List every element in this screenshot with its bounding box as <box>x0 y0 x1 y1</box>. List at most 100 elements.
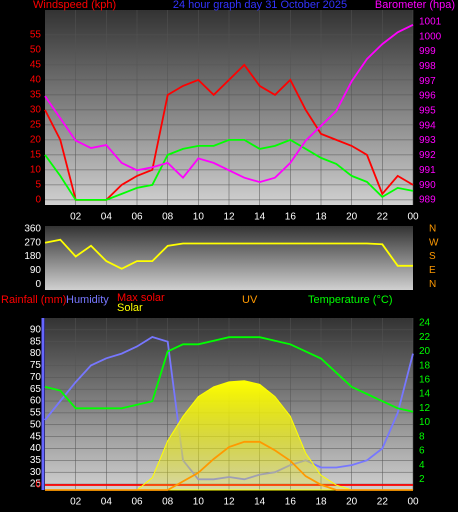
series-line <box>44 336 414 413</box>
x-tick-label: 06 <box>131 212 143 223</box>
y-tick-label: 997 <box>419 76 436 87</box>
y-tick-label: 4 <box>419 460 425 471</box>
y-tick-label: 5 <box>35 180 41 191</box>
y-tick-label: 15 <box>30 150 42 161</box>
y-tick-label: 16 <box>419 374 431 385</box>
y-tick-label: 85 <box>30 336 42 347</box>
series-line <box>45 440 413 491</box>
y-tick-label: 2 <box>419 474 425 485</box>
legend-label: Humidity <box>66 294 109 306</box>
y-tick-label: 6 <box>419 446 425 457</box>
y-tick-label: 999 <box>419 46 436 57</box>
y-tick-label: W <box>429 237 439 248</box>
y-tick-label: N <box>429 279 436 290</box>
y-tick-label: 55 <box>30 30 42 41</box>
y-tick-label: 55 <box>30 408 42 419</box>
legend-label: Solar <box>117 302 143 314</box>
y-tick-label: E <box>429 265 436 276</box>
x-tick-label: 02 <box>70 497 82 508</box>
y-tick-label: 35 <box>30 90 42 101</box>
y-tick-label: 995 <box>419 106 436 117</box>
y-tick-label: 990 <box>419 180 436 191</box>
y-tick-label: 50 <box>30 45 42 56</box>
y-tick-label: 10 <box>419 417 431 428</box>
y-tick-label: 992 <box>419 150 436 161</box>
y-tick-label: 0 <box>35 480 41 491</box>
x-tick-label: 08 <box>162 212 174 223</box>
y-tick-label: 45 <box>30 431 42 442</box>
y-tick-label: 40 <box>30 75 42 86</box>
legend-label: Barometer (hpa) <box>375 0 455 11</box>
legend-label: Max solar <box>117 292 165 304</box>
x-tick-label: 20 <box>346 212 358 223</box>
x-tick-label: 16 <box>285 212 297 223</box>
y-tick-label: 10 <box>30 165 42 176</box>
y-tick-label: 80 <box>30 348 42 359</box>
series-line <box>44 23 414 184</box>
y-tick-label: 25 <box>30 479 42 490</box>
y-tick-label: 50 <box>30 419 42 430</box>
y-tick-label: 14 <box>419 389 431 400</box>
x-tick-label: 00 <box>407 497 419 508</box>
x-tick-label: 14 <box>254 497 266 508</box>
y-tick-label: 20 <box>419 346 431 357</box>
y-tick-label: 60 <box>30 396 42 407</box>
y-tick-label: 1001 <box>419 17 442 28</box>
x-tick-label: 12 <box>223 212 235 223</box>
series-line <box>44 238 413 270</box>
legend-label: UV <box>242 294 258 306</box>
y-tick-label: 90 <box>30 265 42 276</box>
x-tick-label: 00 <box>407 212 419 223</box>
x-tick-label: 12 <box>223 497 235 508</box>
legend-label: Windspeed (kph) <box>33 0 116 11</box>
y-tick-label: 20 <box>30 135 42 146</box>
series-line <box>44 138 414 201</box>
x-tick-label: 06 <box>131 497 143 508</box>
y-tick-label: 993 <box>419 135 436 146</box>
x-tick-label: 10 <box>193 212 205 223</box>
y-tick-label: 270 <box>24 237 41 248</box>
plot-area <box>45 226 413 290</box>
x-tick-label: 08 <box>162 497 174 508</box>
x-tick-label: 18 <box>315 497 327 508</box>
y-tick-label: 180 <box>24 251 41 262</box>
y-tick-label: 996 <box>419 91 436 102</box>
x-tick-label: 14 <box>254 212 266 223</box>
y-tick-label: 70 <box>30 372 42 383</box>
y-tick-label: 25 <box>30 120 42 131</box>
y-tick-label: 30 <box>30 467 42 478</box>
y-tick-label: 65 <box>30 384 42 395</box>
y-tick-label: 90 <box>30 325 42 336</box>
x-tick-label: 16 <box>285 497 297 508</box>
y-tick-label: S <box>429 251 436 262</box>
x-tick-label: 04 <box>101 212 113 223</box>
y-tick-label: 998 <box>419 61 436 72</box>
y-tick-label: 994 <box>419 120 436 131</box>
y-tick-label: 1000 <box>419 31 442 42</box>
y-tick-label: N <box>429 224 436 235</box>
x-tick-label: 22 <box>377 497 389 508</box>
y-tick-label: 24 <box>419 318 431 329</box>
y-tick-label: 0 <box>35 279 41 290</box>
y-tick-label: 8 <box>419 431 425 442</box>
y-tick-label: 12 <box>419 403 431 414</box>
y-tick-label: 75 <box>30 360 42 371</box>
x-tick-label: 10 <box>193 497 205 508</box>
y-tick-label: 30 <box>30 105 42 116</box>
y-tick-label: 35 <box>30 455 42 466</box>
y-tick-label: 40 <box>30 443 42 454</box>
legend-label: Temperature (°C) <box>308 294 392 306</box>
y-tick-label: 18 <box>419 360 431 371</box>
y-tick-label: 989 <box>419 195 436 206</box>
x-tick-label: 22 <box>377 212 389 223</box>
y-tick-label: 0 <box>35 195 41 206</box>
y-tick-label: 991 <box>419 165 436 176</box>
x-tick-label: 02 <box>70 212 82 223</box>
chart-title: 24 hour graph day 31 October 2025 <box>173 0 347 11</box>
y-tick-label: 45 <box>30 60 42 71</box>
x-tick-label: 18 <box>315 212 327 223</box>
x-tick-label: 04 <box>101 497 113 508</box>
y-tick-label: 22 <box>419 332 431 343</box>
legend-label: Rainfall (mm) <box>1 294 66 306</box>
